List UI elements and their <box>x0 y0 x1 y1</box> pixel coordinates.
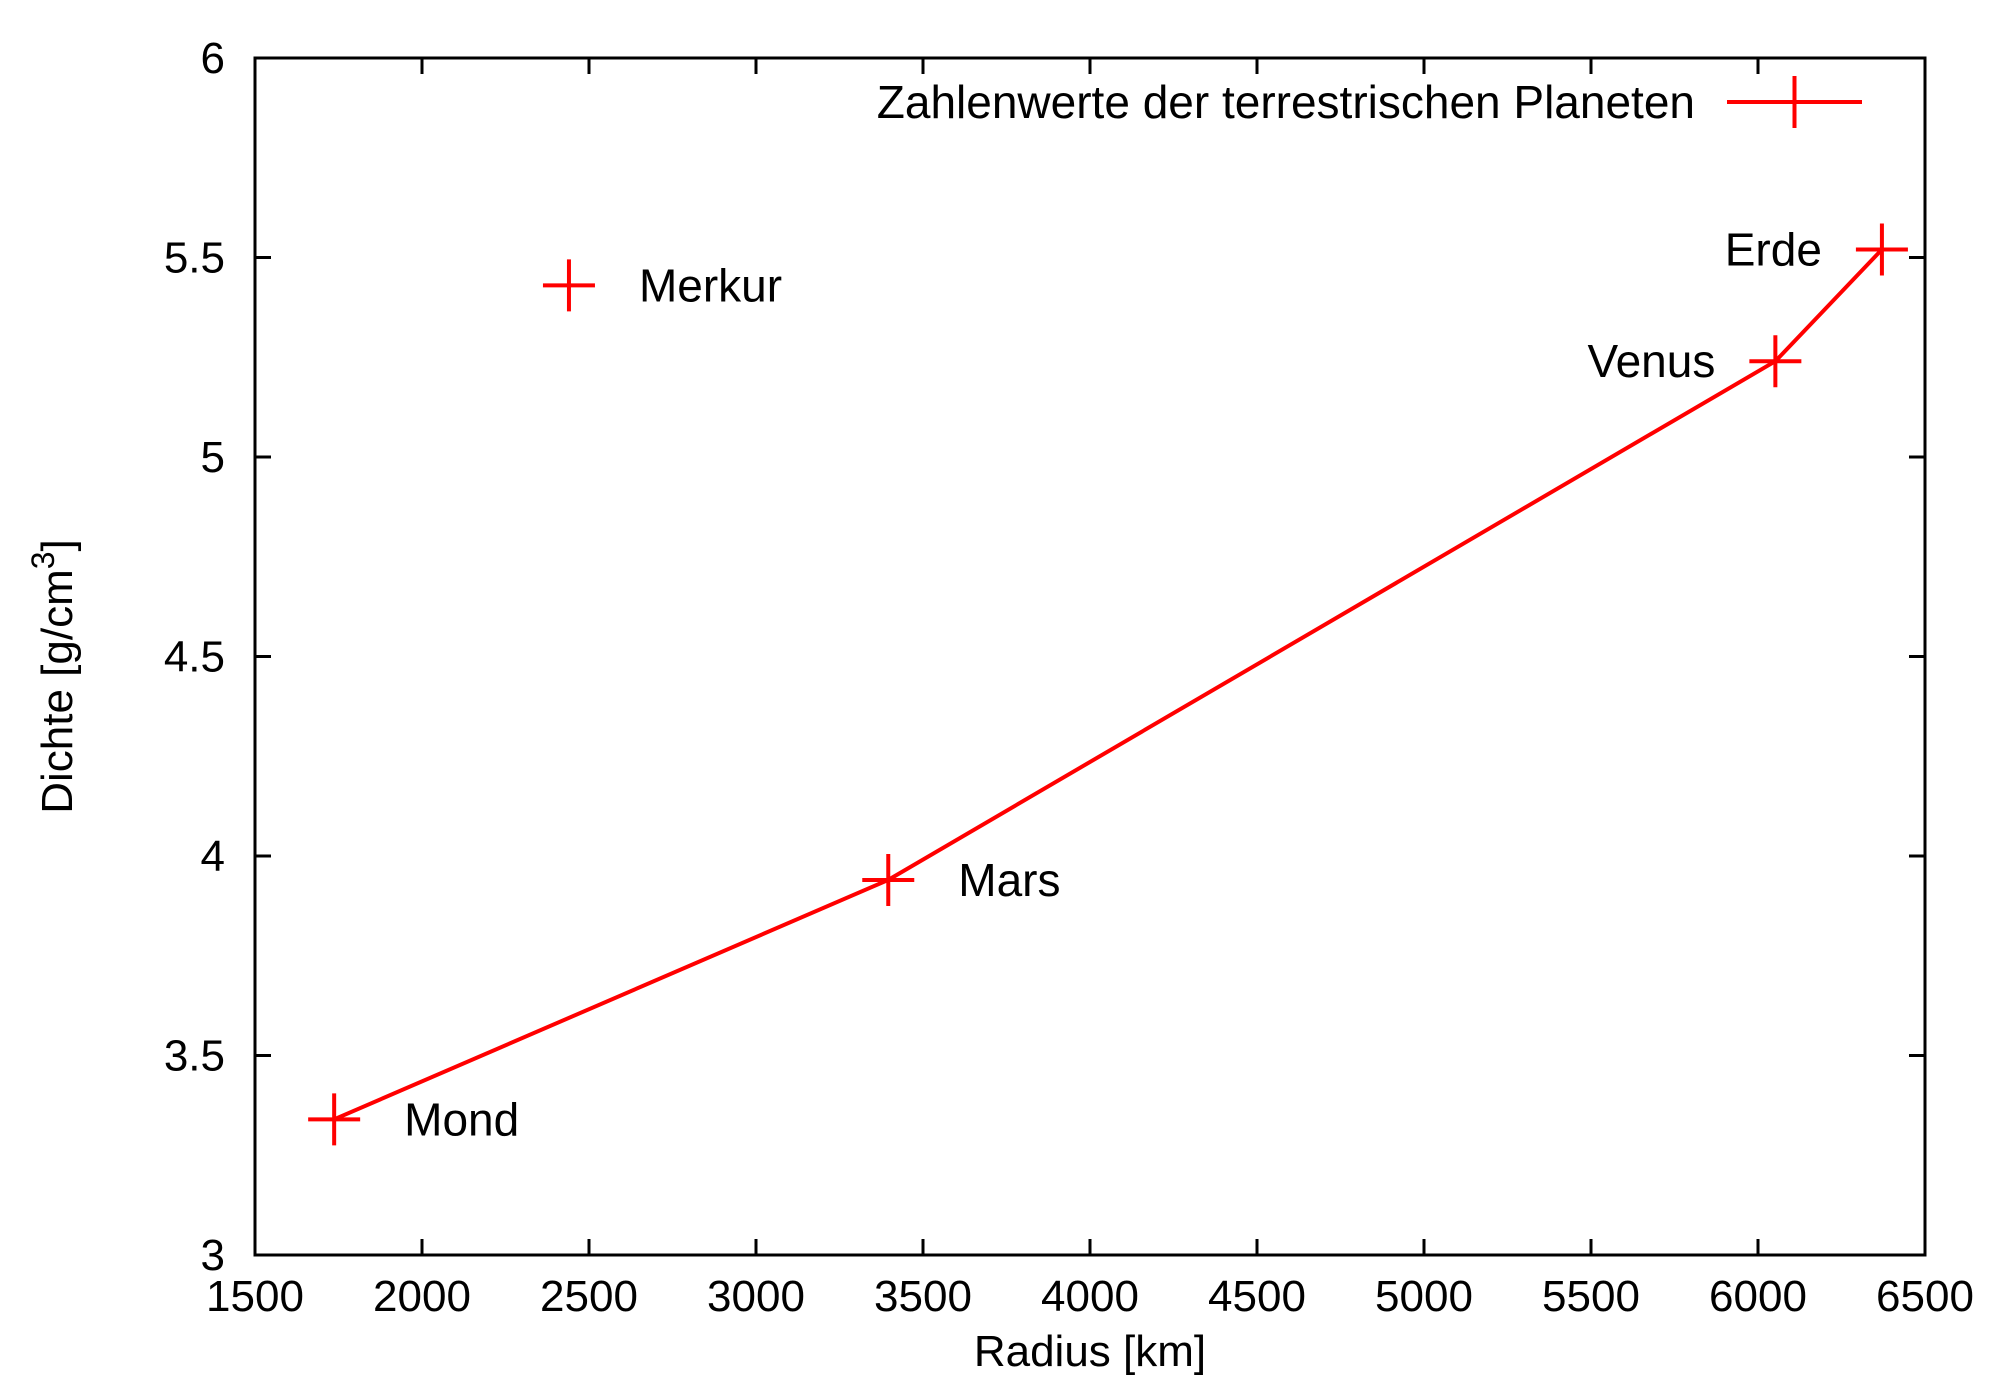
y-tick-label: 3 <box>201 1231 225 1280</box>
y-tick-label: 5.5 <box>164 234 225 283</box>
x-tick-label: 3000 <box>707 1272 805 1321</box>
point-label-venus: Venus <box>1587 335 1715 387</box>
x-tick-label: 2000 <box>373 1272 471 1321</box>
y-axis-title-bracket: ] <box>33 539 82 551</box>
x-tick-label: 4000 <box>1041 1272 1139 1321</box>
x-tick-label: 3500 <box>874 1272 972 1321</box>
x-axis-title: Radius [km] <box>974 1327 1206 1376</box>
point-label-erde: Erde <box>1725 224 1822 276</box>
x-tick-label: 2500 <box>540 1272 638 1321</box>
series-line <box>333 248 1884 1122</box>
legend: Zahlenwerte der terrestrischen Planeten <box>877 76 1862 128</box>
legend-label: Zahlenwerte der terrestrischen Planeten <box>877 76 1695 128</box>
y-tick-label: 5 <box>201 433 225 482</box>
x-tick-label: 6500 <box>1876 1272 1974 1321</box>
plot-frame <box>253 56 1927 1257</box>
data-point-merkur <box>542 259 595 312</box>
y-tick-label: 4 <box>201 832 225 881</box>
y-tick-label: 6 <box>201 34 225 83</box>
x-tick-label: 6000 <box>1709 1272 1807 1321</box>
point-label-mond: Mond <box>404 1093 519 1145</box>
x-tick-label: 5000 <box>1375 1272 1473 1321</box>
y-tick-label: 3.5 <box>164 1032 225 1081</box>
point-label-merkur: Merkur <box>639 259 782 311</box>
y-axis-title: Dichte [g/cm3] <box>25 539 82 814</box>
data-point-mond <box>308 1093 361 1146</box>
data-point-mars <box>862 853 915 906</box>
point-label-mars: Mars <box>958 854 1060 906</box>
y-axis-title-superscript: 3 <box>25 551 61 569</box>
x-tick-label: 4500 <box>1208 1272 1306 1321</box>
data-point-venus <box>1749 335 1802 388</box>
x-tick-label: 1500 <box>206 1272 304 1321</box>
y-axis-title-main: Dichte [g/cm <box>33 569 82 814</box>
y-tick-label: 4.5 <box>164 633 225 682</box>
data-point-erde <box>1855 223 1908 276</box>
x-tick-label: 5500 <box>1542 1272 1640 1321</box>
